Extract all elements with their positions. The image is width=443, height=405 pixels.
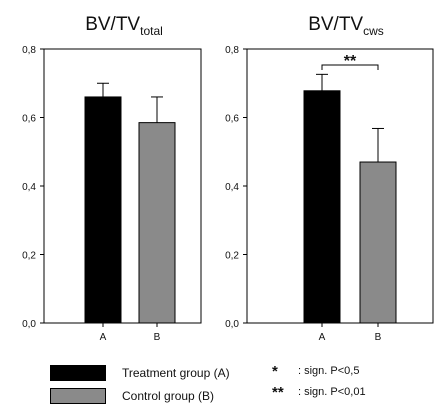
panel-1-y-tick-label-4: 0,8: [22, 45, 36, 56]
panel-1-x-tick-label-A: A: [100, 332, 107, 343]
significance-stars-1: *: [272, 362, 278, 380]
panel-2-y-tick-label-0: 0,0: [225, 319, 239, 330]
significance-item-2: ** : sign. P<0,01: [272, 383, 366, 401]
significance-item-1: * : sign. P<0,5: [272, 362, 359, 380]
panel-1-bar-A: [84, 96, 122, 324]
panel-2-bar-A: [303, 90, 341, 324]
panel-2-x-tick-label-B: B: [375, 332, 382, 343]
panel-1-plot-frame: [43, 48, 202, 324]
legend-label-treatment: Treatment group (A): [122, 366, 230, 380]
panel-2-title: BV/TVcws: [308, 14, 384, 38]
significance-stars-2: **: [272, 383, 284, 401]
panel-1-bar-B: [138, 122, 176, 324]
legend: Treatment group (A) Control group (B): [50, 360, 250, 404]
legend-item-control: Control group (B): [50, 387, 214, 405]
legend-item-treatment: Treatment group (A): [50, 364, 230, 382]
panel-2-y-tick-label-2: 0,4: [225, 182, 239, 193]
significance-key: * : sign. P<0,5 ** : sign. P<0,01: [272, 360, 442, 400]
panel-1-y-tick-label-2: 0,4: [22, 182, 36, 193]
legend-swatch-control: [50, 388, 106, 404]
legend-swatch-treatment: [50, 365, 106, 381]
panel-2-x-tick-label-A: A: [319, 332, 326, 343]
legend-label-control: Control group (B): [122, 389, 215, 403]
panel-1-y-tick-label-3: 0,6: [22, 114, 36, 125]
panel-2-significance-bracket: [321, 64, 379, 70]
panel-1-y-tick-label-0: 0,0: [22, 319, 36, 330]
panel-2-bar-B: [359, 161, 397, 324]
significance-label-2: : sign. P<0,01: [298, 386, 366, 398]
panel-2-significance-stars: **: [344, 53, 357, 70]
panel-1-x-tick-label-B: B: [154, 332, 161, 343]
panel-2-y-tick-label-4: 0,8: [225, 45, 239, 56]
panel-1-y-tick-label-1: 0,2: [22, 251, 36, 262]
panel-2-y-tick-label-3: 0,6: [225, 114, 239, 125]
significance-label-1: : sign. P<0,5: [298, 365, 360, 377]
panel-2-y-tick-label-1: 0,2: [225, 251, 239, 262]
panel-1-title: BV/TVtotal: [85, 14, 163, 38]
